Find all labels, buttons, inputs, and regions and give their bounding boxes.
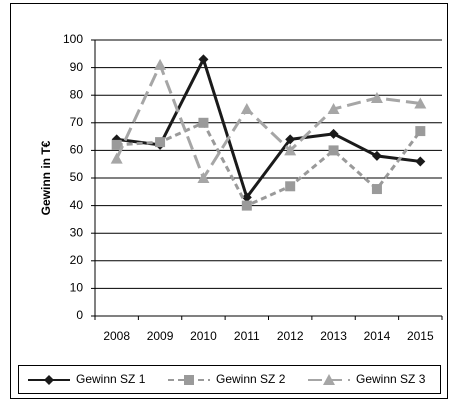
marker: [414, 97, 427, 109]
y-tick-label: 80: [70, 87, 84, 101]
marker: [241, 192, 252, 203]
x-tick-label: 2009: [147, 329, 174, 343]
x-tick-label: 2011: [234, 329, 260, 343]
marker: [371, 150, 382, 161]
y-tick-label: 0: [76, 308, 83, 322]
y-axis-label: Gewinn in T€: [39, 140, 53, 215]
marker: [323, 374, 335, 385]
marker: [285, 134, 296, 145]
series-line: [115, 63, 421, 180]
y-tick-label: 10: [70, 281, 84, 295]
x-tick-label: 2013: [320, 329, 347, 343]
legend-box: [18, 365, 441, 394]
marker: [184, 375, 194, 385]
marker: [154, 58, 167, 70]
marker: [198, 54, 209, 65]
legend-label: Gewinn SZ 2: [216, 372, 286, 386]
marker: [284, 144, 297, 156]
marker: [110, 152, 123, 164]
marker: [111, 139, 122, 150]
series-line: [116, 57, 421, 199]
legend-label: Gewinn SZ 3: [356, 372, 426, 386]
y-tick-label: 70: [70, 115, 84, 129]
y-tick-label: 90: [70, 60, 84, 74]
y-tick-label: 100: [63, 32, 83, 46]
x-tick-label: 2008: [103, 329, 130, 343]
chart-frame: [10, 3, 448, 399]
marker: [327, 103, 340, 114]
y-tick-label: 60: [70, 143, 84, 157]
marker: [415, 126, 426, 137]
marker: [285, 181, 296, 192]
marker: [371, 184, 382, 195]
x-tick-label: 2010: [190, 329, 217, 343]
y-tick-label: 40: [70, 198, 84, 212]
legend-label: Gewinn SZ 1: [76, 372, 146, 386]
marker: [328, 145, 339, 156]
marker: [415, 156, 426, 167]
y-tick-label: 20: [70, 253, 84, 267]
x-tick-label: 2012: [277, 329, 304, 343]
marker: [241, 200, 252, 211]
x-tick-label: 2015: [407, 329, 434, 343]
marker: [155, 137, 166, 148]
marker: [197, 172, 210, 183]
marker: [240, 103, 253, 114]
marker: [328, 128, 339, 139]
series-line: [116, 121, 422, 208]
marker: [44, 375, 54, 385]
marker: [198, 117, 209, 128]
marker: [370, 91, 383, 103]
y-tick-label: 30: [70, 225, 84, 239]
x-tick-label: 2014: [364, 329, 391, 343]
y-tick-label: 50: [70, 170, 84, 184]
